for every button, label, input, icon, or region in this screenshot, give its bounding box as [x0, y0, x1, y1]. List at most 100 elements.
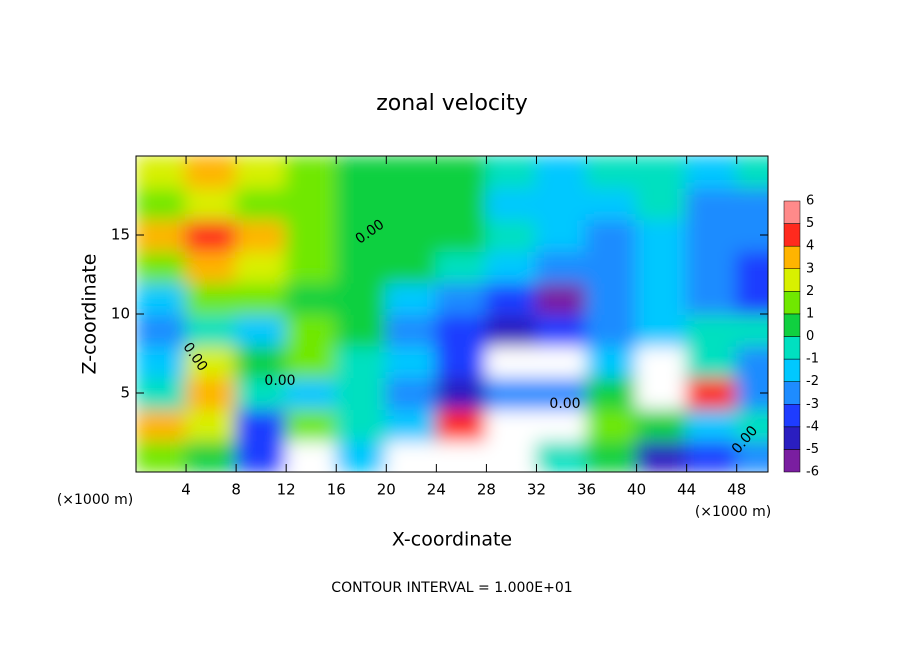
heat-cell — [435, 344, 488, 379]
colorbar-swatch — [783, 381, 801, 405]
heat-cell — [685, 281, 738, 315]
heat-cell — [335, 439, 388, 472]
heat-cell — [136, 439, 188, 472]
heat-cell — [385, 218, 438, 252]
heat-cell — [485, 376, 538, 410]
heat-cell — [485, 156, 538, 189]
colorbar-swatch — [783, 449, 801, 473]
heat-cell — [585, 376, 638, 410]
heat-cell — [335, 313, 388, 347]
heat-cell — [435, 186, 488, 221]
heat-cell — [185, 218, 238, 252]
colorbar-label: -6 — [806, 465, 819, 480]
heat-cell — [635, 407, 688, 442]
heat-cell — [285, 281, 338, 315]
heat-cell — [235, 344, 288, 379]
heat-cell — [585, 156, 638, 189]
heat-cell — [685, 376, 738, 410]
heatmap-cells — [136, 156, 768, 472]
heat-cell — [185, 407, 238, 442]
heat-cell — [635, 376, 688, 410]
colorbar-label: -3 — [806, 397, 819, 412]
colorbar-swatch — [783, 268, 801, 292]
heat-cell — [285, 249, 338, 284]
heat-cell — [435, 156, 488, 189]
y-axis-label: Z-coordinate — [79, 254, 101, 375]
colorbar-swatch — [783, 223, 801, 247]
heat-cell — [435, 249, 488, 284]
heat-cell — [585, 186, 638, 221]
heat-cell — [435, 281, 488, 315]
heat-cell — [235, 313, 288, 347]
heat-cell — [235, 376, 288, 410]
heat-cell — [285, 313, 338, 347]
colorbar-label: 1 — [806, 306, 814, 321]
colorbar-swatch — [783, 291, 801, 315]
colorbar-label: 5 — [806, 216, 814, 231]
heat-cell — [585, 439, 638, 472]
colorbar-swatch — [783, 358, 801, 382]
heat-cell — [735, 249, 768, 284]
heat-cell — [385, 439, 438, 472]
heat-cell — [185, 186, 238, 221]
heat-cell — [335, 186, 388, 221]
heat-cell — [285, 156, 338, 189]
x-axis-label: X-coordinate — [392, 529, 512, 551]
heat-cell — [285, 439, 338, 472]
heat-cell — [235, 407, 288, 442]
heat-cell — [635, 281, 688, 315]
heat-cell — [535, 344, 588, 379]
heat-cell — [185, 344, 238, 379]
heat-cell — [385, 376, 438, 410]
heat-cell — [535, 376, 588, 410]
heat-cell — [635, 249, 688, 284]
heat-cell — [235, 249, 288, 284]
x-tick-label: 36 — [577, 481, 596, 499]
heat-cell — [535, 156, 588, 189]
heat-cell — [485, 281, 538, 315]
heat-cell — [285, 407, 338, 442]
heat-cell — [335, 218, 388, 252]
heat-cell — [435, 407, 488, 442]
heat-cell — [735, 407, 768, 442]
heat-cell — [235, 156, 288, 189]
heat-cell — [635, 313, 688, 347]
x-tick-label: 44 — [677, 481, 696, 499]
heat-cell — [585, 313, 638, 347]
colorbar-label: -4 — [806, 419, 819, 434]
heat-cell — [335, 249, 388, 284]
heat-cell — [485, 313, 538, 347]
heat-cell — [535, 218, 588, 252]
heat-cell — [535, 186, 588, 221]
colorbar-swatch — [783, 426, 801, 450]
heat-cell — [136, 376, 188, 410]
heat-cell — [136, 186, 188, 221]
footer: CONTOUR INTERVAL = 1.000E+01 — [331, 580, 572, 596]
heat-cell — [136, 156, 188, 189]
heat-cell — [735, 186, 768, 221]
x-tick-label: 4 — [181, 481, 191, 499]
heat-cell — [735, 156, 768, 189]
heat-cell — [635, 218, 688, 252]
contour-label: 0.00 — [264, 373, 295, 389]
heat-cell — [136, 218, 188, 252]
colorbar-label: -2 — [806, 374, 819, 389]
heat-cell — [535, 439, 588, 472]
colorbar-swatch — [783, 245, 801, 270]
colorbar-swatch — [783, 404, 801, 428]
heat-cell — [485, 407, 538, 442]
heat-cell — [735, 439, 768, 472]
heat-cell — [635, 439, 688, 472]
heat-cell — [185, 249, 238, 284]
heat-cell — [435, 376, 488, 410]
heat-cell — [585, 218, 638, 252]
x-tick-label: 24 — [427, 481, 446, 499]
heat-cell — [685, 218, 738, 252]
heat-cell — [535, 313, 588, 347]
x-tick-label: 32 — [527, 481, 546, 499]
heat-cell — [435, 439, 488, 472]
heat-cell — [335, 156, 388, 189]
x-tick-label: 12 — [277, 481, 296, 499]
heat-cell — [385, 313, 438, 347]
